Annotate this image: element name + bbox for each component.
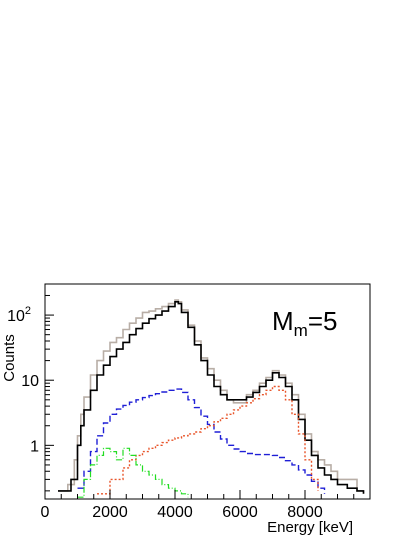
y-tick-label: 1 bbox=[30, 438, 39, 455]
axis-layer: 0 2000 4000 6000 8000 1 10 102 bbox=[7, 283, 371, 521]
x-tick-label: 6000 bbox=[222, 504, 258, 521]
series-layer bbox=[58, 299, 365, 498]
annotation-suffix: =5 bbox=[308, 306, 338, 336]
y-tick-label: 102 bbox=[7, 305, 31, 325]
multiplicity-annotation: Mm=5 bbox=[272, 306, 338, 340]
series-4-line bbox=[77, 447, 189, 498]
x-axis-title: Energy [keV] bbox=[267, 519, 353, 536]
annotation-sub: m bbox=[294, 321, 308, 340]
y-axis-title: Counts bbox=[1, 334, 18, 382]
x-tick-label: 8000 bbox=[287, 504, 323, 521]
series-3-line bbox=[97, 385, 319, 495]
series-1-line bbox=[58, 301, 365, 494]
x-tick-label: 2000 bbox=[92, 504, 128, 521]
annotation-main: M bbox=[272, 306, 294, 336]
series-2-line bbox=[77, 388, 326, 494]
y-tick-label: 10 bbox=[21, 373, 39, 390]
x-tick-label: 4000 bbox=[157, 504, 193, 521]
x-tick-label: 0 bbox=[41, 504, 50, 521]
